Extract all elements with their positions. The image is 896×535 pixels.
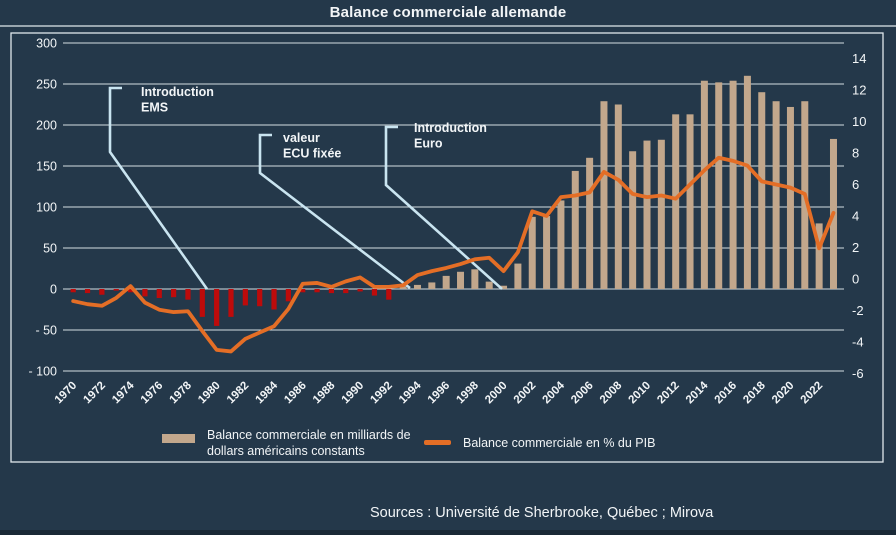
- bar-series-swatch: [162, 434, 195, 443]
- bar-positive: [672, 114, 680, 289]
- bar-positive: [571, 170, 579, 289]
- bar-negative: [214, 289, 220, 326]
- bar-negative: [285, 289, 291, 302]
- bar-positive: [471, 269, 479, 289]
- legend-item-bars: Balance commerciale en milliards de doll…: [162, 428, 437, 460]
- annotation-label: Introduction EMS: [141, 85, 214, 115]
- bar-positive: [557, 200, 565, 289]
- annotation-label: Introduction Euro: [414, 121, 487, 151]
- bar-negative: [199, 289, 205, 317]
- right-axis-tick-label: 14: [852, 51, 866, 66]
- annotations: Introduction EMS valeur ECU fixée Introducti…: [108, 85, 503, 290]
- right-axis-tick-label: -4: [852, 335, 864, 350]
- annotation-callout-line: [384, 125, 503, 290]
- legend-item-line: Balance commerciale en % du PIB: [424, 433, 723, 452]
- bar-negative: [386, 289, 392, 300]
- bar-positive: [514, 263, 522, 289]
- bar-negative: [99, 289, 105, 295]
- source-caption: Sources : Université de Sherbrooke, Québ…: [370, 505, 714, 521]
- annotation-callout-line: [108, 86, 209, 290]
- left-axis-tick-label: - 50: [35, 324, 57, 338]
- page-title: Balance commerciale allemande: [329, 4, 567, 21]
- bar-negative: [357, 289, 363, 292]
- legend-label-bars: Balance commerciale en milliards de doll…: [207, 428, 411, 458]
- bar-positive: [500, 285, 508, 289]
- legend-label-line: Balance commerciale en % du PIB: [463, 436, 656, 450]
- bar-negative: [113, 289, 119, 291]
- bar-positive: [643, 140, 651, 289]
- bar-negative: [185, 289, 191, 300]
- bar-negative: [242, 289, 248, 306]
- bar-positive: [543, 216, 551, 289]
- bar-positive: [528, 216, 536, 289]
- left-axis-tick-label: 50: [43, 242, 57, 256]
- bar-positive: [600, 101, 608, 289]
- bar-negative: [271, 289, 277, 310]
- bar-positive: [614, 104, 622, 289]
- bar-negative: [156, 289, 162, 299]
- bar-negative: [328, 289, 335, 294]
- bar-negative: [314, 289, 320, 293]
- bar-positive: [815, 223, 823, 289]
- bar-negative: [257, 289, 263, 307]
- bar-positive: [413, 284, 421, 289]
- bar-positive: [399, 286, 407, 289]
- bar-negative: [300, 289, 306, 293]
- right-axis-tick-label: 6: [852, 177, 859, 192]
- bar-positive: [700, 80, 708, 289]
- plot-border: [10, 32, 884, 463]
- right-axis-tick-label: 0: [852, 272, 859, 287]
- bar-positive: [457, 271, 465, 289]
- left-axis-tick-label: - 100: [29, 365, 58, 379]
- bar-positive: [442, 275, 450, 289]
- right-axis-tick-label: 12: [852, 83, 866, 98]
- bar-negative: [84, 289, 91, 294]
- annotation-callout-line: [258, 133, 411, 290]
- left-axis-tick-label: 200: [36, 119, 57, 133]
- bar-positive: [428, 282, 436, 289]
- left-axis-tick-label: 250: [36, 78, 57, 92]
- left-axis-labels: 300 250 200 150 100 50 0 - 50 - 100: [29, 37, 58, 379]
- bar-negative: [142, 289, 148, 297]
- bar-positive: [586, 157, 594, 289]
- left-axis-tick-label: 150: [36, 160, 57, 174]
- bar-positive: [786, 106, 794, 290]
- bar-positive: [758, 92, 766, 289]
- bar-positive: [657, 139, 665, 289]
- right-axis-tick-label: 8: [852, 146, 859, 161]
- window-bottom-edge: [0, 530, 896, 535]
- right-axis-tick-label: 2: [852, 240, 859, 255]
- right-axis-labels: 14 12 10 8 6 4 2 0 -2 -4 -6: [852, 51, 866, 381]
- bar-negative: [228, 289, 234, 317]
- bar-positive: [743, 75, 751, 289]
- annotation-label: valeur ECU fixée: [283, 131, 341, 161]
- right-axis-tick-label: 10: [852, 114, 866, 129]
- bar-negative: [343, 289, 349, 294]
- bar-positive: [715, 82, 723, 289]
- left-axis-tick-label: 300: [36, 37, 57, 51]
- bar-positive: [686, 114, 694, 289]
- bar-negative: [371, 289, 378, 296]
- left-axis-tick-label: 100: [36, 201, 57, 215]
- bar-positive: [729, 80, 737, 289]
- bar-positive: [772, 101, 780, 289]
- bar-negative: [127, 289, 134, 293]
- right-axis-tick-label: -2: [852, 303, 864, 318]
- left-axis-tick-label: 0: [50, 283, 57, 297]
- bar-positive: [629, 151, 637, 289]
- gdp-perc走ent-line: [71, 155, 836, 354]
- bar-positive: [485, 281, 493, 289]
- right-axis-tick-label: -6: [852, 366, 864, 381]
- bar-negative: [171, 289, 177, 298]
- right-axis-tick-label: 4: [852, 209, 859, 224]
- line-series-swatch: [424, 440, 451, 445]
- bar-negative: [70, 289, 76, 293]
- gridlines: [63, 42, 844, 372]
